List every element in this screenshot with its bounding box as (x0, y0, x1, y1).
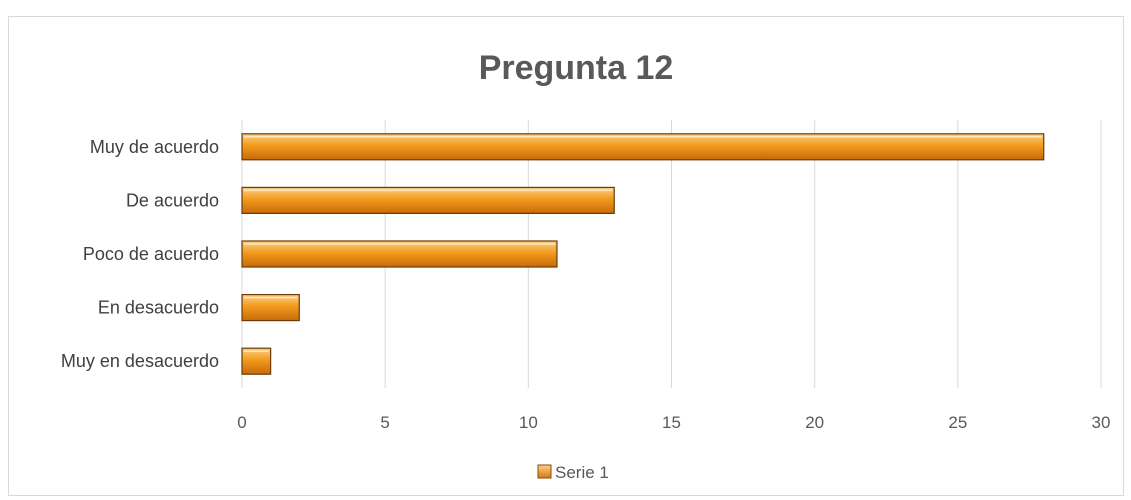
x-tick-label: 10 (519, 413, 538, 432)
category-label: En desacuerdo (98, 298, 219, 318)
bar-body (241, 186, 615, 214)
x-tick-label: 25 (948, 413, 967, 432)
bar-body (241, 133, 1045, 161)
bar-body (241, 347, 272, 375)
category-label: Poco de acuerdo (83, 244, 219, 264)
bar (241, 240, 558, 268)
bar (241, 133, 1045, 161)
bar-body (241, 240, 558, 268)
chart-title: Pregunta 12 (479, 49, 674, 87)
x-tick-label: 30 (1092, 413, 1111, 432)
bars (241, 133, 1045, 375)
bar-body (241, 294, 300, 322)
x-tick-label: 20 (805, 413, 824, 432)
x-tick-label: 15 (662, 413, 681, 432)
bar (241, 186, 615, 214)
chart-frame (8, 16, 1124, 496)
legend: Serie 1 (537, 463, 609, 482)
x-axis-ticks: 0 5 10 15 20 25 30 (237, 413, 1110, 432)
category-label: Muy en desacuerdo (61, 351, 219, 371)
x-tick-label: 5 (380, 413, 389, 432)
category-labels: Muy de acuerdo De acuerdo Poco de acuerdo E… (61, 137, 219, 371)
category-label: Muy de acuerdo (90, 137, 219, 157)
x-tick-label: 0 (237, 413, 246, 432)
bar (241, 294, 300, 322)
legend-label-serie-1: Serie 1 (555, 463, 609, 482)
bar (241, 347, 272, 375)
legend-swatch (537, 464, 552, 479)
category-label: De acuerdo (126, 190, 219, 210)
gridlines (241, 120, 1102, 388)
